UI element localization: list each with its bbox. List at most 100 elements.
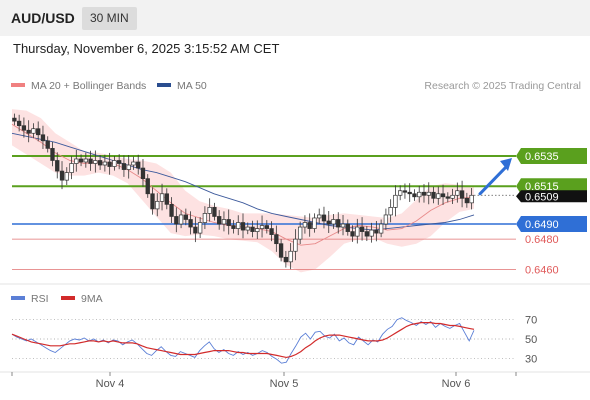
candle	[221, 211, 227, 232]
candle-body	[331, 219, 336, 225]
candle	[407, 183, 412, 202]
price-tag-0.6535-text: 0.6535	[525, 151, 559, 163]
candle-body	[126, 164, 131, 170]
candle-body	[197, 222, 203, 234]
candle	[293, 229, 298, 261]
candle	[217, 210, 222, 230]
candle	[193, 217, 198, 243]
candle-body	[107, 161, 112, 167]
candle	[40, 125, 46, 149]
candle	[359, 217, 365, 241]
candle	[417, 185, 422, 203]
candle	[131, 156, 136, 170]
candle-body	[140, 167, 146, 179]
candle	[50, 142, 55, 167]
candle-body	[469, 194, 474, 204]
rsi-swatch	[11, 296, 25, 301]
candle	[383, 208, 389, 230]
candle-body	[188, 219, 193, 228]
candle-body	[212, 207, 217, 217]
candle	[150, 187, 155, 215]
candle-body	[26, 129, 31, 134]
candle-body	[312, 217, 317, 229]
candle-body	[378, 223, 384, 234]
candle	[459, 180, 465, 208]
candle	[83, 152, 88, 168]
legend-rsi-ma: 9MA	[61, 293, 103, 305]
candle	[188, 211, 193, 235]
candle-body	[169, 204, 174, 217]
candle-body	[374, 229, 379, 234]
x-tick-Nov-6: Nov 6	[442, 378, 471, 390]
candle-body	[264, 225, 269, 229]
price-label-0.6460: 0.6460	[525, 264, 559, 276]
candle	[278, 239, 284, 262]
candle	[398, 185, 403, 201]
candle	[69, 156, 74, 180]
candle-body	[102, 161, 108, 166]
rsi-ma-swatch	[61, 296, 75, 301]
legend-ma50: MA 50	[157, 80, 207, 92]
legend-ma50-label: MA 50	[177, 80, 207, 92]
candle-body	[21, 125, 27, 131]
candle	[288, 243, 293, 270]
candle	[16, 114, 22, 132]
candle-body	[388, 207, 393, 216]
candle	[402, 183, 408, 199]
candle-body	[355, 226, 360, 237]
candle	[126, 155, 131, 179]
candle	[436, 186, 441, 205]
candle-body	[459, 190, 465, 199]
candle	[445, 192, 450, 203]
candle	[469, 188, 474, 210]
candle	[202, 206, 208, 230]
candle	[393, 185, 398, 217]
candle-body	[150, 193, 155, 210]
candle	[350, 225, 355, 242]
projection-arrowhead	[500, 157, 512, 171]
candle	[369, 222, 374, 243]
candle-body	[445, 196, 450, 199]
candle	[412, 189, 417, 201]
candle-body	[417, 191, 422, 198]
candle	[264, 220, 269, 234]
candle-body	[307, 222, 312, 229]
candle-body	[297, 226, 303, 240]
candle-body	[55, 160, 60, 172]
candle	[378, 219, 384, 238]
candle	[355, 218, 360, 244]
credit-text: Research © 2025 Trading Central	[424, 80, 581, 92]
price-tag-0.6515	[516, 178, 587, 195]
candle	[207, 198, 212, 222]
candle-body	[340, 223, 346, 228]
candle-body	[136, 161, 141, 169]
candle-body	[117, 160, 122, 164]
candle	[26, 120, 31, 143]
timeframe-button[interactable]: 30 MIN	[82, 7, 137, 30]
candle-body	[74, 158, 79, 164]
price-tag-0.6535	[516, 147, 587, 164]
candle	[364, 226, 369, 242]
candle	[450, 188, 455, 205]
candle	[169, 197, 174, 223]
candle-body	[393, 194, 398, 208]
candle-body	[36, 128, 41, 136]
candle-body	[16, 120, 22, 127]
candle	[245, 222, 250, 235]
candle-body	[274, 234, 279, 245]
ma50-line	[11, 132, 475, 231]
candle	[421, 184, 427, 203]
candle	[250, 220, 255, 238]
candle	[121, 155, 127, 177]
candle	[236, 215, 241, 236]
candle	[374, 221, 379, 242]
candle	[159, 183, 165, 211]
candle-body	[317, 214, 322, 219]
candle	[140, 158, 146, 187]
candle-body	[250, 226, 255, 232]
candle-body	[407, 191, 412, 195]
candle-body	[431, 191, 436, 199]
candle-body	[174, 216, 179, 225]
ma20-swatch	[11, 83, 25, 88]
rsi-tick-50: 50	[525, 334, 537, 346]
